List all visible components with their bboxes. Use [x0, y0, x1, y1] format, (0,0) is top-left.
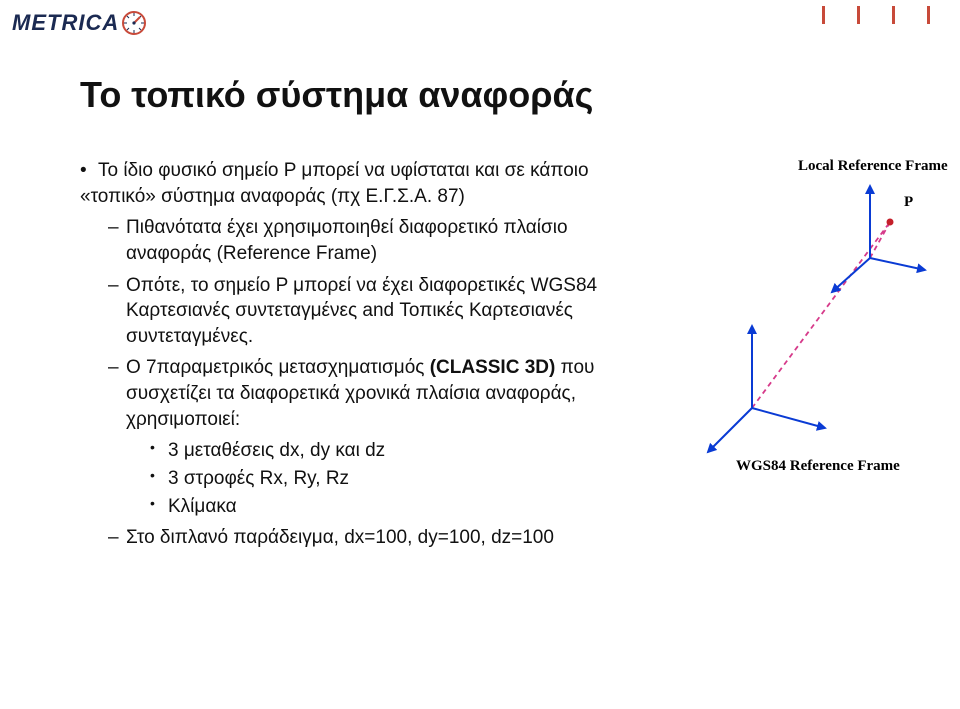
marker-icon — [857, 6, 860, 24]
header-markers — [822, 6, 930, 24]
sub-item-c-pre: Ο 7παραμετρικός μετασχηματισμός — [126, 357, 430, 378]
sub-item-c: Ο 7παραμετρικός μετασχηματισμός (CLASSIC… — [108, 355, 640, 519]
logo: METRICA — [12, 10, 147, 36]
marker-icon — [927, 6, 930, 24]
label-point-p: P — [904, 194, 913, 211]
sub-item-d: Στο διπλανό παράδειγμα, dx=100, dy=100, … — [108, 525, 640, 551]
marker-icon — [892, 6, 895, 24]
sub-sub-item-3: Κλίμακα — [150, 494, 640, 520]
page-title: Το τοπικό σύστημα αναφοράς — [80, 74, 593, 116]
bullet-main: •Το ίδιο φυσικό σημείο P μπορεί να υφίστ… — [80, 158, 640, 209]
bullet-main-text: Το ίδιο φυσικό σημείο P μπορεί να υφίστα… — [80, 160, 589, 207]
sub-sub-list: 3 μεταθέσεις dx, dy και dz 3 στροφές Rx,… — [150, 438, 640, 519]
label-local-frame: Local Reference Frame — [798, 158, 948, 175]
logo-text: METRICA — [12, 10, 119, 36]
body-text: •Το ίδιο φυσικό σημείο P μπορεί να υφίστ… — [80, 158, 640, 551]
sub-list: Πιθανότατα έχει χρησιμοποιηθεί διαφορετι… — [108, 215, 640, 551]
reference-frame-diagram: Local Reference Frame WGS84 Reference Fr… — [680, 158, 930, 488]
marker-icon — [822, 6, 825, 24]
sub-item-a: Πιθανότατα έχει χρησιμοποιηθεί διαφορετι… — [108, 215, 640, 266]
sub-sub-item-1: 3 μεταθέσεις dx, dy και dz — [150, 438, 640, 464]
logo-gauge-icon — [121, 10, 147, 36]
sub-item-b: Οπότε, το σημείο P μπορεί να έχει διαφορ… — [108, 273, 640, 350]
label-wgs-frame: WGS84 Reference Frame — [736, 458, 900, 475]
sub-sub-item-2: 3 στροφές Rx, Ry, Rz — [150, 466, 640, 492]
sub-item-c-bold: (CLASSIC 3D) — [430, 357, 556, 378]
